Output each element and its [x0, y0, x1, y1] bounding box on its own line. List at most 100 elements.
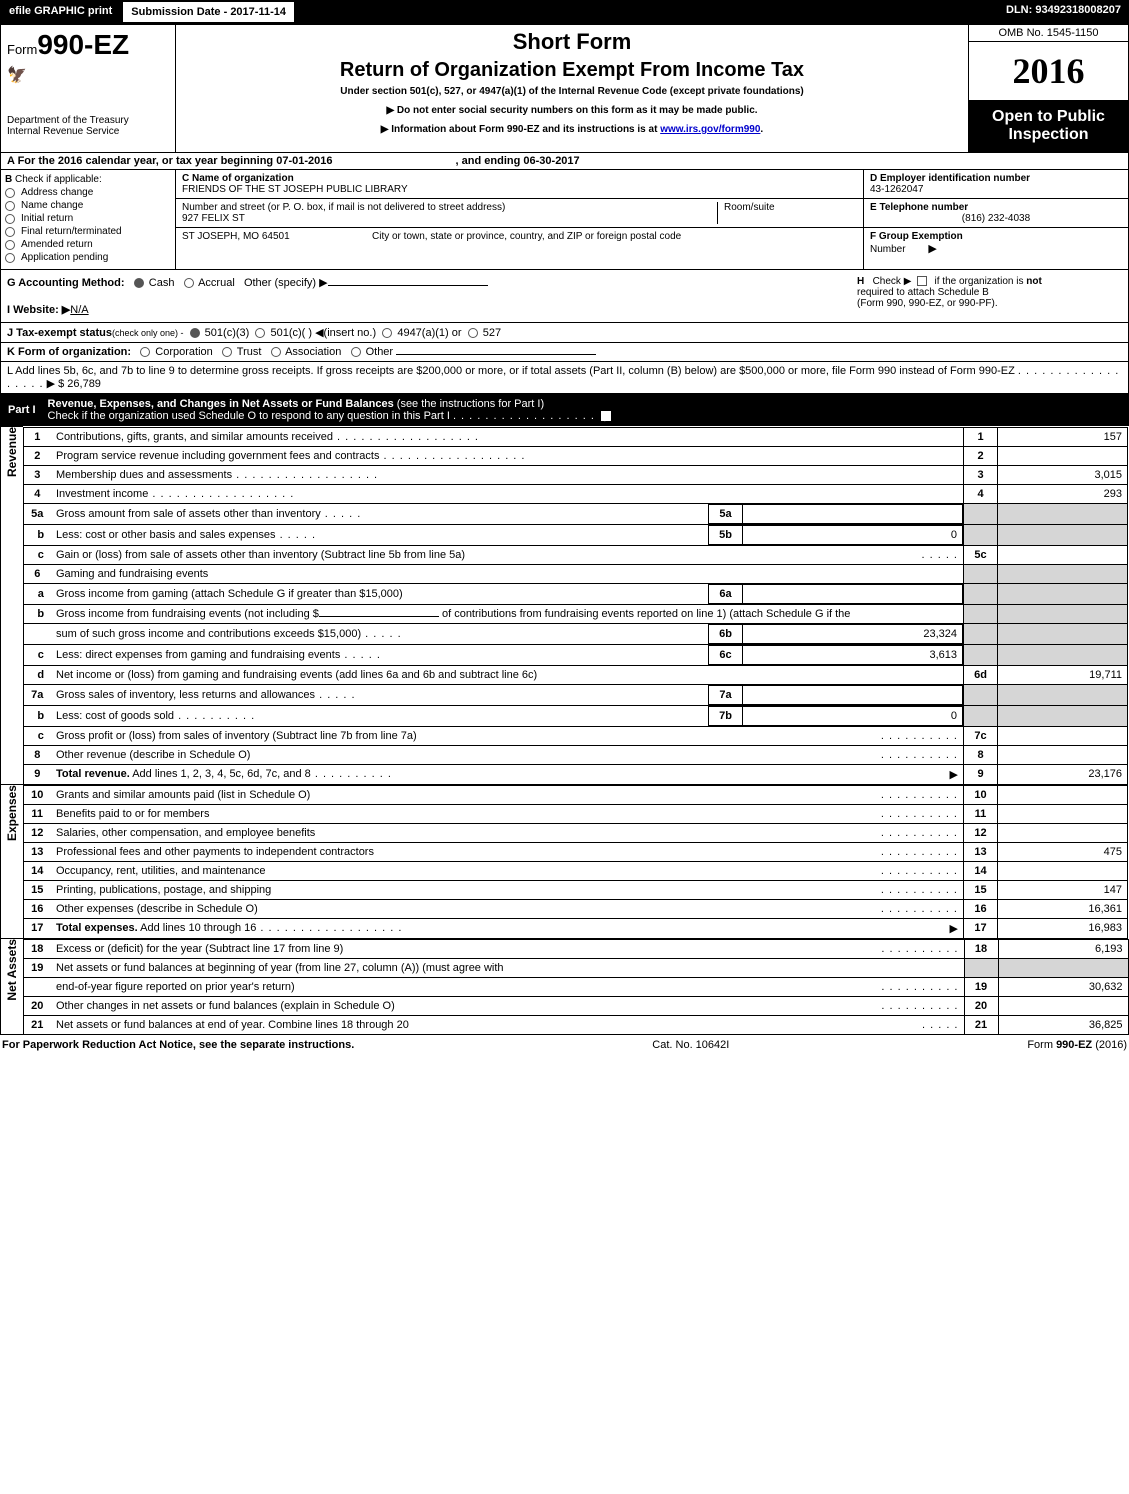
- form-990ez: 990-EZ: [37, 29, 129, 60]
- l-arrow: ▶: [47, 378, 55, 390]
- checkbox-address-change[interactable]: Address change: [5, 187, 171, 198]
- ck-init: Initial return: [21, 213, 73, 224]
- line-7c: cGross profit or (loss) from sales of in…: [23, 726, 1128, 745]
- ck-name: Name change: [21, 200, 83, 211]
- phone-value: (816) 232-4038: [870, 213, 1122, 224]
- radio-trust[interactable]: [222, 347, 232, 357]
- line-6b-2: sum of such gross income and contributio…: [23, 623, 1128, 644]
- sidelabel-expenses: Expenses: [1, 785, 23, 939]
- form-number: Form990-EZ: [7, 29, 169, 61]
- part1-label: Part I: [8, 404, 36, 416]
- row-g-h: G Accounting Method: Cash Accrual Other …: [0, 270, 1129, 323]
- box-b: B Check if applicable: Address change Na…: [1, 170, 176, 269]
- radio-accrual[interactable]: [184, 278, 194, 288]
- line-8: 8Other revenue (describe in Schedule O)8: [23, 745, 1128, 764]
- row-l: L Add lines 5b, 6c, and 7b to line 9 to …: [0, 362, 1129, 394]
- city-state-zip: ST JOSEPH, MO 64501: [182, 231, 352, 242]
- h-check: Check ▶: [873, 276, 912, 287]
- h-not: not: [1026, 276, 1042, 287]
- l-amount: $ 26,789: [58, 378, 101, 390]
- radio-501c3[interactable]: [190, 328, 200, 338]
- j-small: (check only one) -: [112, 328, 184, 338]
- line-9: 9Total revenue. Add lines 1, 2, 3, 4, 5c…: [23, 764, 1128, 784]
- part1-checkline: Check if the organization used Schedule …: [48, 410, 450, 422]
- k-other-line[interactable]: [396, 354, 596, 355]
- k-label: K Form of organization:: [7, 346, 131, 358]
- line6b-blank[interactable]: [319, 616, 439, 617]
- line-14: 14Occupancy, rent, utilities, and mainte…: [23, 861, 1128, 880]
- checkbox-initial-return[interactable]: Initial return: [5, 213, 171, 224]
- org-name: FRIENDS OF THE ST JOSEPH PUBLIC LIBRARY: [182, 184, 408, 195]
- line-19a: 19Net assets or fund balances at beginni…: [23, 958, 1128, 977]
- line-5c: cGain or (loss) from sale of assets othe…: [23, 545, 1128, 564]
- instr2-suffix: .: [760, 124, 763, 135]
- dln-number: DLN: 93492318008207: [998, 0, 1129, 24]
- line-5b: bLess: cost or other basis and sales exp…: [23, 524, 1128, 545]
- line-3: 3Membership dues and assessments33,015: [23, 465, 1128, 484]
- revenue-table: 1Contributions, gifts, grants, and simil…: [23, 427, 1129, 785]
- form-prefix: Form: [7, 42, 37, 57]
- part1-dots: [453, 410, 595, 422]
- line-12: 12Salaries, other compensation, and empl…: [23, 823, 1128, 842]
- row-j: J Tax-exempt status(check only one) - 50…: [0, 323, 1129, 343]
- under-section-text: Under section 501(c), 527, or 4947(a)(1)…: [182, 86, 962, 97]
- return-title: Return of Organization Exempt From Incom…: [182, 59, 962, 82]
- radio-527[interactable]: [468, 328, 478, 338]
- ck-app: Application pending: [21, 252, 108, 263]
- checkbox-application-pending[interactable]: Application pending: [5, 252, 171, 263]
- radio-501c[interactable]: [255, 328, 265, 338]
- checkbox-name-change[interactable]: Name change: [5, 200, 171, 211]
- line-6d: dNet income or (loss) from gaming and fu…: [23, 665, 1128, 684]
- l-text: L Add lines 5b, 6c, and 7b to line 9 to …: [7, 365, 1015, 377]
- line-1: 1Contributions, gifts, grants, and simil…: [23, 427, 1128, 446]
- h-text2: if the organization is: [935, 276, 1024, 287]
- instr2-prefix: ▶ Information about Form 990-EZ and its …: [381, 124, 660, 135]
- ck-amend: Amended return: [21, 239, 93, 250]
- line-6b-1: bGross income from fundraising events (n…: [23, 604, 1128, 623]
- f-label2: Number: [870, 244, 906, 255]
- netassets-table: 18Excess or (deficit) for the year (Subt…: [23, 939, 1129, 1035]
- g-accrual: Accrual: [198, 277, 235, 289]
- radio-cash[interactable]: [134, 278, 144, 288]
- line-11: 11Benefits paid to or for members11: [23, 804, 1128, 823]
- radio-corporation[interactable]: [140, 347, 150, 357]
- submission-date: Submission Date - 2017-11-14: [121, 0, 296, 24]
- checkbox-final-return[interactable]: Final return/terminated: [5, 226, 171, 237]
- part1-title: Revenue, Expenses, and Changes in Net As…: [48, 398, 394, 410]
- g-label: G Accounting Method:: [7, 277, 125, 289]
- instruction-1: ▶ Do not enter social security numbers o…: [182, 105, 962, 116]
- irs-form990-link[interactable]: www.irs.gov/form990: [660, 124, 760, 135]
- line-21: 21Net assets or fund balances at end of …: [23, 1015, 1128, 1034]
- ck-addr: Address change: [21, 187, 93, 198]
- open-public-2: Inspection: [977, 126, 1120, 144]
- boxes-def: D Employer identification number 43-1262…: [863, 170, 1128, 269]
- k-trust: Trust: [237, 346, 262, 358]
- efile-print-button[interactable]: efile GRAPHIC print: [0, 0, 121, 24]
- radio-other[interactable]: [351, 347, 361, 357]
- line-20: 20Other changes in net assets or fund ba…: [23, 996, 1128, 1015]
- k-assoc: Association: [285, 346, 341, 358]
- line-5a: 5aGross amount from sale of assets other…: [23, 503, 1128, 524]
- website-value: N/A: [70, 304, 88, 316]
- line-6a: aGross income from gaming (attach Schedu…: [23, 583, 1128, 604]
- footer-catno: Cat. No. 10642I: [652, 1039, 729, 1051]
- checkbox-schedule-b[interactable]: [917, 276, 927, 286]
- open-to-public: Open to Public Inspection: [969, 100, 1128, 152]
- city-label: City or town, state or province, country…: [372, 231, 681, 242]
- omb-number: OMB No. 1545-1150: [969, 25, 1128, 42]
- c-label: C Name of organization: [182, 173, 294, 184]
- checkbox-amended-return[interactable]: Amended return: [5, 239, 171, 250]
- radio-association[interactable]: [271, 347, 281, 357]
- street-address: 927 FELIX ST: [182, 213, 505, 224]
- tax-year: 2016: [969, 42, 1128, 100]
- checkbox-schedule-o[interactable]: ✓: [601, 411, 611, 421]
- g-other-line[interactable]: [328, 285, 488, 286]
- line-6c: cLess: direct expenses from gaming and f…: [23, 644, 1128, 665]
- line-10: 10Grants and similar amounts paid (list …: [23, 785, 1128, 804]
- open-public-1: Open to Public: [977, 108, 1120, 126]
- radio-4947[interactable]: [382, 328, 392, 338]
- footer-formref: Form 990-EZ (2016): [1027, 1039, 1127, 1051]
- tax-year-begin: 07-01-2016: [276, 155, 332, 167]
- line-17: 17Total expenses. Add lines 10 through 1…: [23, 918, 1128, 938]
- d-label: D Employer identification number: [870, 173, 1030, 184]
